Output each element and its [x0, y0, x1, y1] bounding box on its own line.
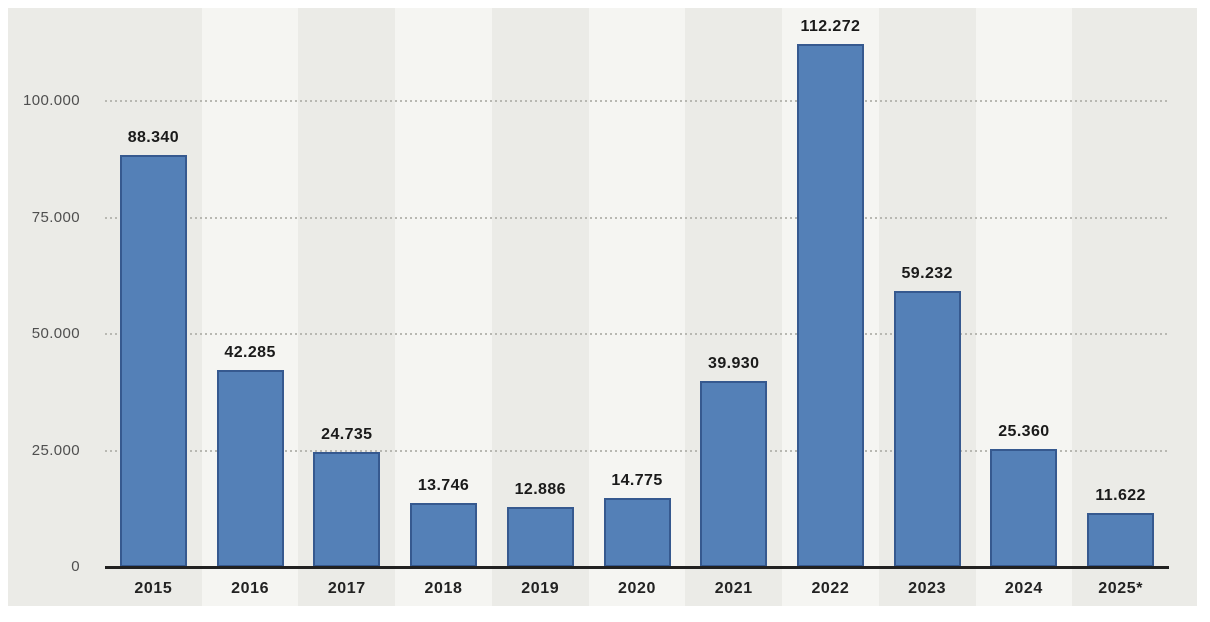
- bar-value-label: 39.930: [708, 354, 760, 372]
- x-axis-category-label: 2017: [327, 580, 366, 597]
- bar-value-label: 25.360: [998, 422, 1050, 440]
- bar-value-label: 59.232: [901, 265, 953, 283]
- bar-2019: [506, 506, 574, 567]
- bar-2024: [990, 448, 1058, 567]
- bar-value-label: 12.886: [514, 480, 566, 498]
- bar-2023: [893, 291, 961, 567]
- x-axis-line: [105, 566, 1169, 569]
- bar-2021: [700, 380, 768, 567]
- bar-2020: [603, 498, 671, 567]
- bar-value-label: 88.340: [127, 129, 180, 147]
- x-axis-category-label: 2023: [908, 580, 947, 597]
- plot-area: 0 25.000 50.000 75.000 100.000 88.340 2015 42.2…: [8, 8, 1197, 606]
- bar-value-label: 11.622: [1095, 486, 1146, 504]
- bar-2025*: [1087, 512, 1155, 567]
- bar-2018: [410, 502, 478, 567]
- y-gridline: [105, 449, 1169, 452]
- bar-2017: [313, 451, 381, 567]
- y-gridline: [105, 216, 1169, 219]
- x-axis-category-label: 2025*: [1098, 580, 1144, 597]
- bar-value-label: 24.735: [321, 425, 373, 443]
- bar-value-label: 14.775: [611, 472, 663, 490]
- x-axis-category-label: 2019: [521, 580, 560, 597]
- y-axis-tick-label: 50.000: [31, 325, 80, 343]
- bar-value-label: 13.746: [417, 476, 470, 494]
- x-axis-category-label: 2022: [811, 580, 850, 597]
- bar-2016: [216, 370, 284, 567]
- bar-2015: [119, 155, 187, 567]
- bar-value-label: 42.285: [224, 344, 276, 362]
- bar-value-label: 112.272: [800, 17, 861, 35]
- x-axis-category-label: 2021: [714, 580, 753, 597]
- y-axis-tick-label: 0: [71, 558, 80, 575]
- y-axis-tick-label: 25.000: [31, 441, 80, 459]
- x-axis-category-label: 2015: [134, 580, 173, 597]
- x-axis-category-label: 2016: [231, 580, 270, 597]
- y-axis-tick-label: 75.000: [31, 208, 80, 226]
- x-axis-category-label: 2024: [1004, 580, 1043, 597]
- x-axis-category-label: 2018: [424, 580, 463, 597]
- x-axis-category-label: 2020: [617, 580, 656, 597]
- bar-2022: [796, 43, 864, 567]
- y-gridline: [105, 333, 1169, 336]
- y-axis-tick-label: 100.000: [22, 92, 80, 110]
- y-gridline: [105, 100, 1169, 103]
